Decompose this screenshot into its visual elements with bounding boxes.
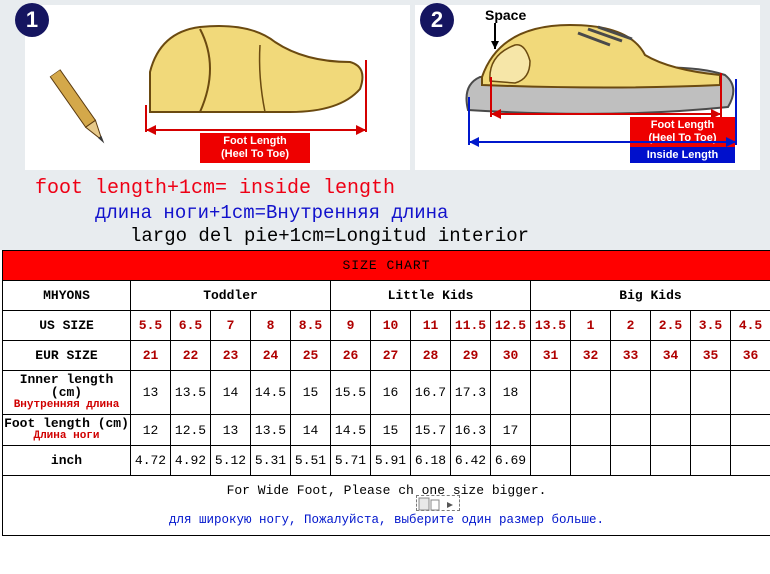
size-chart-container: SIZE CHART MHYONS Toddler Little Kids Bi… — [0, 250, 770, 536]
diagram-area: 1 Foot Length (Heel To Toe) 2 Space — [0, 0, 770, 250]
dim-arrow-inside — [470, 141, 735, 143]
footer-ru-row: для широкую ногу, Пожалуйста, выберите о… — [3, 506, 770, 536]
foot-length-text: Foot Length — [223, 135, 287, 147]
step-badge-2: 2 — [420, 3, 454, 37]
footer-english: For Wide Foot, Please ch one size bigger… — [3, 476, 770, 506]
heel-toe-text: (Heel To Toe) — [221, 148, 289, 160]
equation-english: foot length+1cm= inside length — [35, 177, 395, 200]
diagram-shoe: 2 Space Foot Length (Heel To Toe) Inside — [415, 5, 760, 170]
dim-arrow-foot — [147, 129, 365, 131]
group-big-kids: Big Kids — [531, 281, 770, 311]
step-badge-1: 1 — [15, 3, 49, 37]
dim-arrow-foot2 — [492, 113, 720, 115]
eur-size-row: EUR SIZE 2122232425262728293031323334353… — [3, 341, 770, 371]
inch-row: inch 4.724.925.125.315.515.715.916.186.4… — [3, 446, 770, 476]
pencil-icon — [48, 68, 113, 151]
us-size-row: US SIZE 5.56.5788.59101111.512.513.5122.… — [3, 311, 770, 341]
foot-outline-icon — [140, 17, 370, 117]
inner-length-label: Inner length (cm) Внутренняя длина — [3, 371, 131, 415]
us-size-label: US SIZE — [3, 311, 131, 341]
equation-russian: длина ноги+1cm=Внутренняя длина — [95, 202, 448, 224]
group-little-kids: Little Kids — [331, 281, 531, 311]
brand-cell: MHYONS — [3, 281, 131, 311]
footer-en-row: For Wide Foot, Please ch one size bigger… — [3, 476, 770, 506]
eur-size-label: EUR SIZE — [3, 341, 131, 371]
dim-extent-right — [365, 60, 367, 132]
chart-title: SIZE CHART — [3, 251, 770, 281]
shoe-icon — [460, 15, 740, 125]
inch-label: inch — [3, 446, 131, 476]
title-row: SIZE CHART — [3, 251, 770, 281]
diagram-measure-foot: 1 Foot Length (Heel To Toe) — [25, 5, 410, 170]
equation-spanish: largo del pie+1cm=Longitud interior — [130, 225, 529, 247]
group-header-row: MHYONS Toddler Little Kids Big Kids — [3, 281, 770, 311]
group-toddler: Toddler — [131, 281, 331, 311]
inside-length-banner: Inside Length — [630, 147, 735, 163]
size-chart-table: SIZE CHART MHYONS Toddler Little Kids Bi… — [2, 250, 770, 536]
inner-length-row: Inner length (cm) Внутренняя длина 1313.… — [3, 371, 770, 415]
dim-ext-inside-r — [735, 79, 737, 145]
foot-length-row: Foot length (cm) Длина ноги 1212.51313.5… — [3, 415, 770, 446]
foot-length-banner: Foot Length (Heel To Toe) — [200, 133, 310, 163]
foot-length-label: Foot length (cm) Длина ноги — [3, 415, 131, 446]
footer-russian: для широкую ногу, Пожалуйста, выберите о… — [3, 506, 770, 536]
